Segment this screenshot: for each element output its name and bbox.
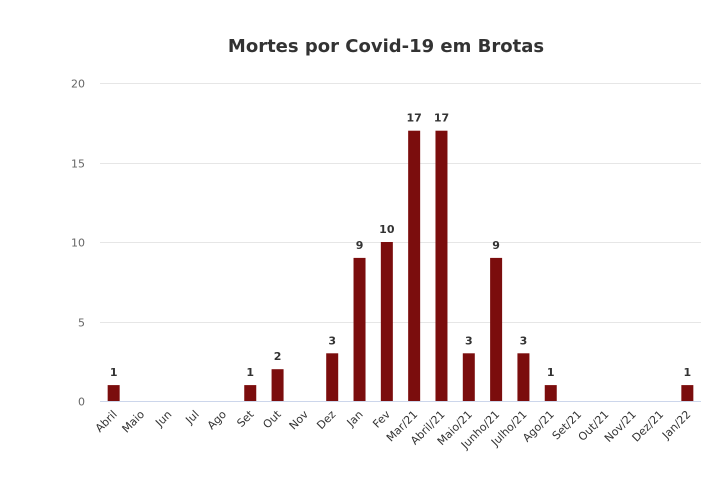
x-tick-label: Ago — [205, 408, 229, 432]
x-tick-label: Jan/22 — [659, 408, 693, 442]
bar — [107, 385, 120, 401]
bar — [544, 385, 557, 401]
x-tick-label: Nov — [287, 408, 312, 433]
y-tick-label: 5 — [78, 317, 85, 330]
x-tick-label: Maio — [119, 408, 147, 436]
x-tick-label: Jul — [182, 408, 201, 427]
data-label: 1 — [246, 366, 254, 379]
bar — [380, 242, 393, 401]
grid — [100, 83, 701, 323]
bar — [326, 353, 339, 401]
data-label: 3 — [520, 334, 528, 347]
data-label: 1 — [684, 366, 692, 379]
y-tick-label: 15 — [71, 158, 85, 171]
data-label: 1 — [110, 366, 118, 379]
x-axis-ticks: Abril Maio Jun Jul Ago Set Out Nov Dez Jan FevMar/… — [93, 407, 694, 452]
chart-title: Mortes por Covid-19 em Brotas — [228, 36, 544, 57]
data-label: 9 — [492, 239, 500, 252]
x-tick-label: Abril — [93, 408, 120, 435]
bar — [681, 385, 694, 401]
bar — [271, 369, 284, 401]
y-axis-ticks: 0 5 10 15 20 — [71, 78, 85, 409]
bar — [244, 385, 257, 401]
bar — [490, 257, 503, 401]
data-label: 17 — [434, 112, 449, 125]
x-tick-label: Dez — [314, 408, 338, 432]
bar — [435, 130, 448, 401]
bar — [462, 353, 475, 401]
x-tick-label: Jun — [152, 408, 174, 430]
y-tick-label: 20 — [71, 78, 85, 91]
data-labels: 1 1 2 3 9 10 17 17 3 9 3 1 1 — [110, 112, 691, 379]
bar — [353, 257, 366, 401]
data-label: 9 — [356, 239, 364, 252]
y-tick-label: 0 — [78, 396, 85, 409]
data-label: 17 — [407, 112, 422, 125]
y-tick-label: 10 — [71, 237, 85, 250]
x-tick-label: Jan — [344, 408, 366, 430]
x-tick-label: Set — [234, 407, 256, 429]
x-tick-label: Fev — [370, 408, 393, 431]
data-label: 1 — [547, 366, 555, 379]
data-label: 3 — [465, 334, 473, 347]
data-label: 2 — [274, 350, 282, 363]
data-label: 3 — [328, 334, 336, 347]
bars — [107, 130, 694, 401]
x-tick-label: Out — [260, 407, 284, 431]
bar — [408, 130, 421, 401]
data-label: 10 — [379, 223, 395, 236]
bar — [517, 353, 530, 401]
